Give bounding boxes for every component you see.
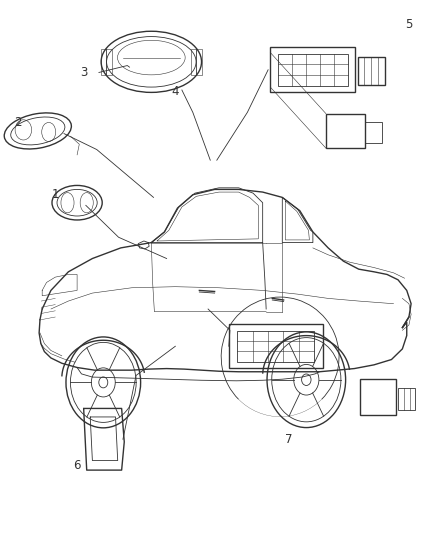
Text: 1: 1	[52, 188, 59, 201]
Bar	[101, 49, 112, 75]
Bar	[326, 114, 365, 148]
Bar	[399, 388, 415, 409]
Bar	[191, 49, 201, 75]
Bar	[365, 123, 382, 143]
Text: 2: 2	[14, 117, 22, 130]
Text: 3: 3	[80, 66, 87, 79]
Text: 5: 5	[405, 18, 413, 31]
Text: 7: 7	[285, 433, 293, 446]
Bar	[229, 325, 323, 368]
Bar	[237, 330, 314, 362]
Text: 6: 6	[73, 459, 81, 472]
Bar	[357, 57, 385, 85]
Text: 4: 4	[172, 85, 179, 98]
Bar	[360, 378, 396, 415]
Bar	[270, 47, 356, 92]
Bar	[278, 53, 348, 86]
